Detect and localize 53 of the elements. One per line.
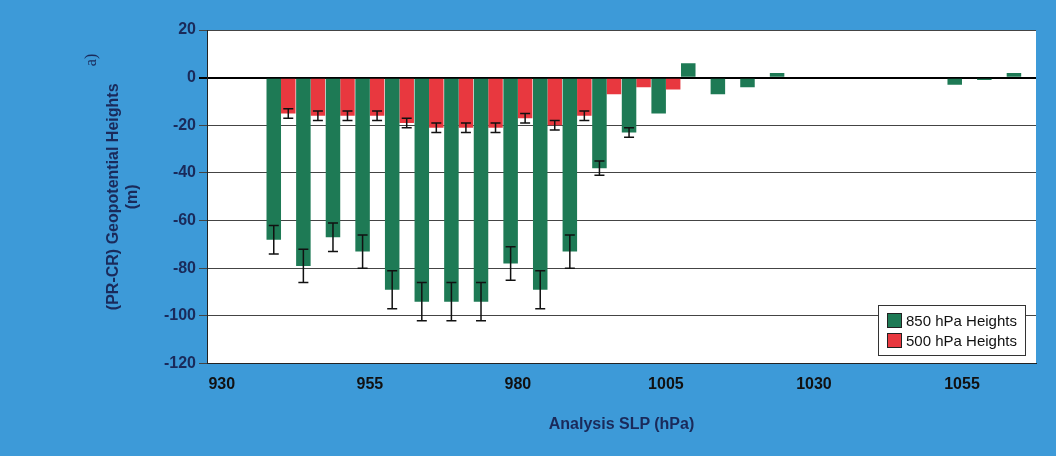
bar xyxy=(266,78,282,240)
legend-label: 500 hPa Heights xyxy=(906,331,1017,349)
x-tick-label: 1030 xyxy=(796,374,832,392)
y-tick-label: -60 xyxy=(172,211,197,229)
bar xyxy=(296,78,311,266)
bar xyxy=(310,78,326,116)
bar xyxy=(281,78,296,114)
x-tick-label: 1055 xyxy=(944,374,980,392)
bar xyxy=(681,63,696,77)
y-tick-label: -40 xyxy=(172,163,197,181)
bar xyxy=(651,78,666,114)
bar xyxy=(429,78,444,128)
bar xyxy=(547,78,562,126)
bar xyxy=(947,78,962,85)
bar xyxy=(473,78,489,302)
bar xyxy=(665,78,681,90)
bar xyxy=(355,78,370,252)
x-tick-label: 930 xyxy=(208,374,236,392)
bar xyxy=(606,78,622,95)
bar xyxy=(562,78,578,252)
bar xyxy=(769,72,785,77)
bar xyxy=(414,78,430,302)
bar xyxy=(636,78,651,88)
y-tick-label: 20 xyxy=(178,20,197,38)
y-tick-label: -80 xyxy=(172,258,197,276)
x-tick-label: 980 xyxy=(504,374,532,392)
bar xyxy=(592,78,607,169)
y-tick-label: 0 xyxy=(187,68,197,86)
bar xyxy=(710,78,726,95)
bar xyxy=(577,78,592,116)
bar xyxy=(503,78,518,264)
bar xyxy=(399,78,414,123)
y-tick-label: -120 xyxy=(163,354,197,372)
bar xyxy=(532,78,548,290)
text: a) xyxy=(82,53,101,67)
bar xyxy=(444,78,459,302)
bar xyxy=(458,78,474,128)
bar xyxy=(517,78,533,119)
bar xyxy=(621,78,637,133)
y-tick-label: -20 xyxy=(172,115,197,133)
bar xyxy=(488,78,503,128)
bar xyxy=(369,78,385,116)
legend-label: 850 hPa Heights xyxy=(906,311,1017,329)
x-axis-title: Analysis SLP (hPa) xyxy=(548,414,695,432)
bar xyxy=(384,78,400,290)
y-tick-label: -100 xyxy=(163,306,197,324)
bar xyxy=(1006,72,1022,77)
x-tick-label: 955 xyxy=(356,374,384,392)
y-axis-title: (PR-CR) Geopotential Heights (m) xyxy=(104,83,141,311)
bar xyxy=(740,78,755,88)
bar xyxy=(325,78,341,238)
bar xyxy=(340,78,355,116)
x-tick-label: 1005 xyxy=(648,374,684,392)
